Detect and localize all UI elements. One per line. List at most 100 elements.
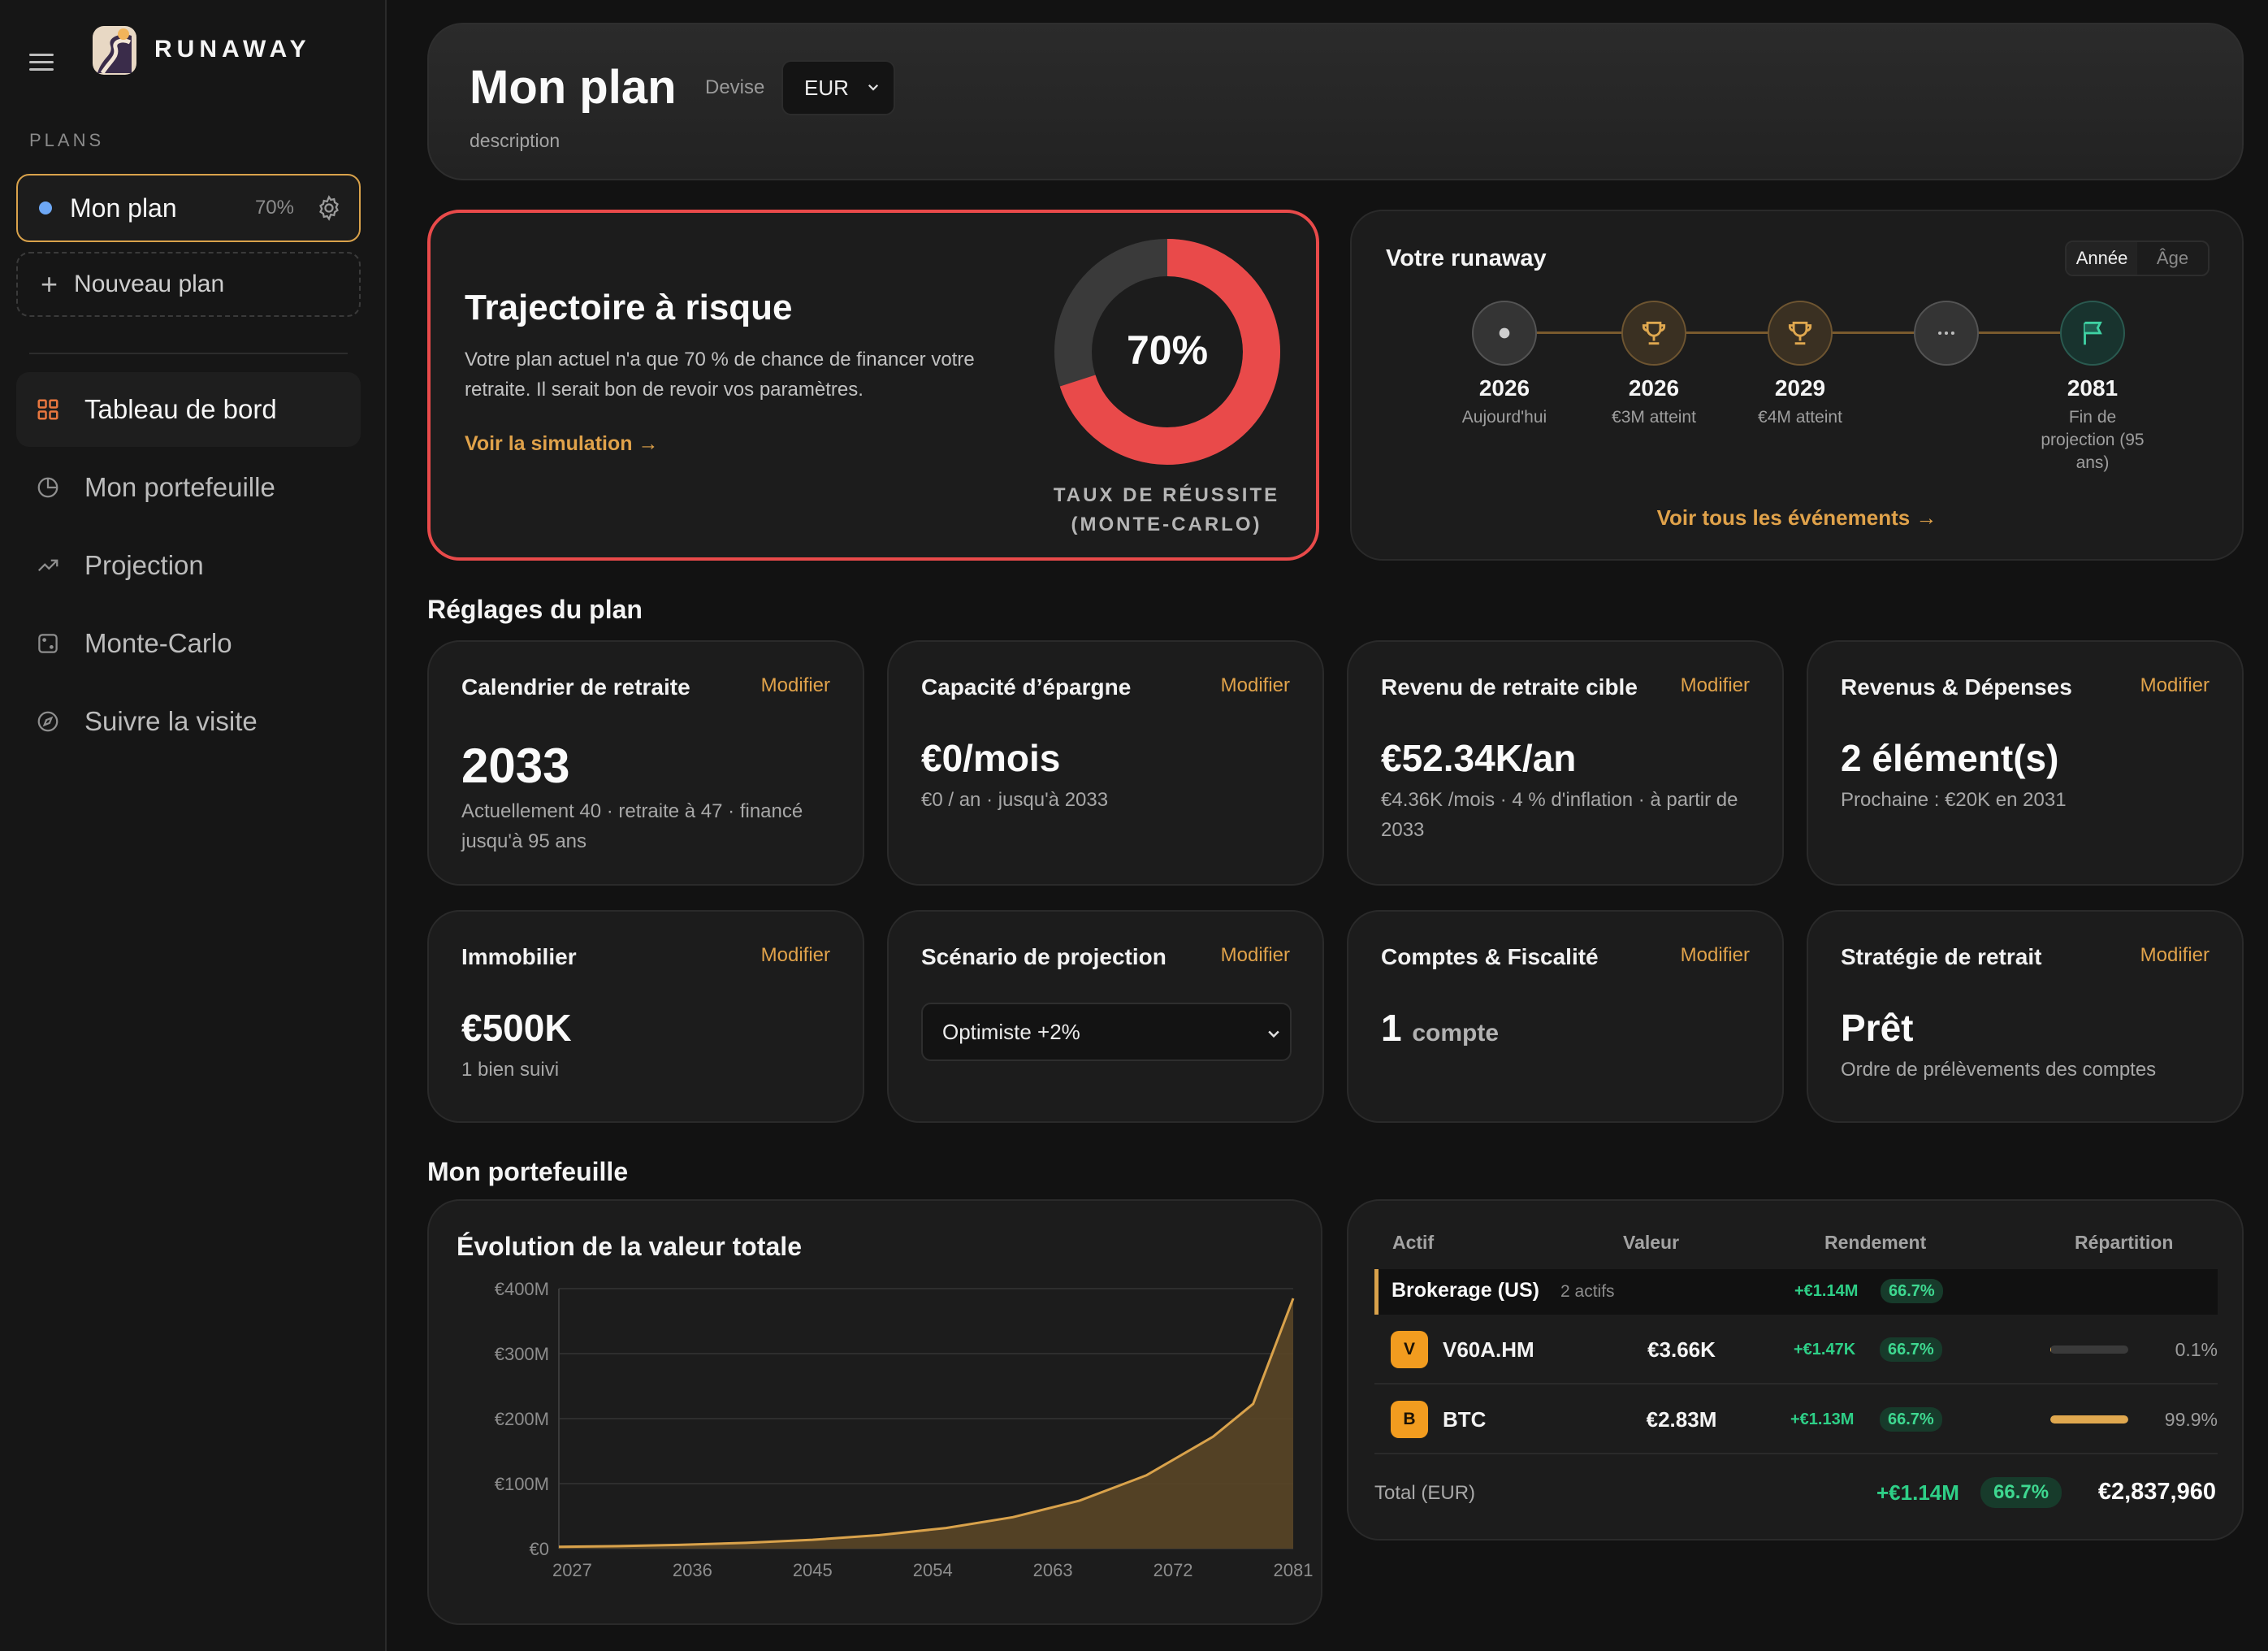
sidebar-item-label: Mon portefeuille <box>84 472 275 502</box>
card-value: Prêt <box>1841 1007 1914 1049</box>
scenario-select[interactable]: Optimiste +2% <box>921 1003 1292 1061</box>
currency-select[interactable]: EUR <box>781 60 895 115</box>
card-value: 1 <box>1381 1007 1402 1049</box>
allocation-percent: 0.1% <box>2175 1339 2218 1360</box>
table-row[interactable]: V V60A.HM €3.66K +€1.47K 66.7% 0.1% <box>1374 1315 2218 1384</box>
brand-name: RUNAWAY <box>154 36 311 63</box>
plan-status-dot <box>39 202 52 214</box>
y-tick-label: €400M <box>495 1279 549 1299</box>
gear-icon[interactable] <box>315 194 343 222</box>
flag-icon <box>2084 321 2102 345</box>
event-year: 2026 <box>1628 375 1680 401</box>
y-tick-label: €100M <box>495 1474 549 1494</box>
total-label: Total (EUR) <box>1374 1482 1476 1504</box>
y-tick-label: €300M <box>495 1344 549 1364</box>
page-header: Mon plan Devise EUR description <box>427 23 2244 180</box>
card-value: €500K <box>461 1007 572 1049</box>
account-group-row[interactable]: Brokerage (US) 2 actifs +€1.14M 66.7% <box>1374 1269 2218 1315</box>
card-title: Revenu de retraite cible <box>1381 674 1638 700</box>
dashboard-grid-icon <box>37 399 58 420</box>
chevron-down-icon <box>868 84 879 91</box>
modify-button[interactable]: Modifier <box>1220 944 1290 966</box>
asset-value: €3.66K <box>1647 1337 1716 1362</box>
trophy-icon <box>1788 321 1812 345</box>
toggle-year[interactable]: Année <box>2067 242 2137 275</box>
modify-button[interactable]: Modifier <box>1680 944 1750 966</box>
total-value: €2,837,960 <box>2097 1479 2216 1505</box>
column-header-asset[interactable]: Actif <box>1392 1232 1435 1253</box>
modify-button[interactable]: Modifier <box>760 674 830 696</box>
menu-icon[interactable] <box>29 54 54 72</box>
runway-title: Votre runaway <box>1386 245 1547 271</box>
x-tick-label: 2081 <box>1274 1560 1314 1580</box>
ellipsis-icon <box>1938 331 1954 336</box>
sidebar-item-label: Monte-Carlo <box>84 628 232 658</box>
modify-button[interactable]: Modifier <box>760 944 830 966</box>
plan-name: Mon plan <box>70 193 177 223</box>
sidebar-item-label: Suivre la visite <box>84 706 258 736</box>
card-value-wrapper: 1 compte <box>1381 1006 1499 1050</box>
sidebar-item-projection[interactable]: Projection <box>16 528 361 603</box>
event-label: €3M atteint <box>1612 408 1696 427</box>
card-title: Revenus & Dépenses <box>1841 674 2072 700</box>
timeline-node-4m[interactable] <box>1768 301 1833 366</box>
year-age-toggle: Année Âge <box>2065 240 2210 276</box>
timeline-node-more[interactable] <box>1914 301 1979 366</box>
y-tick-label: €200M <box>495 1409 549 1429</box>
gauge-arc <box>1054 239 1280 465</box>
y-tick-label: €0 <box>530 1539 549 1559</box>
card-value: €0/mois <box>921 737 1061 779</box>
gauge-label: TAUX DE RÉUSSITE (MONTE-CARLO) <box>1053 484 1280 535</box>
modify-button[interactable]: Modifier <box>1220 674 1290 696</box>
view-all-events-link[interactable]: Voir tous les événements → <box>1656 505 1937 530</box>
new-plan-button[interactable]: + Nouveau plan <box>16 252 361 317</box>
group-return-badge: 66.7% <box>1881 1279 1943 1303</box>
sidebar-item-dashboard[interactable]: Tableau de bord <box>16 372 361 447</box>
plan-percent: 70% <box>254 197 294 219</box>
event-year: 2081 <box>2067 375 2119 401</box>
card-title: Scénario de projection <box>921 944 1166 969</box>
toggle-age[interactable]: Âge <box>2156 248 2189 268</box>
asset-gain: +€1.13M <box>1790 1410 1855 1428</box>
modify-button[interactable]: Modifier <box>2140 674 2210 696</box>
timeline-node-today[interactable] <box>1472 301 1537 366</box>
column-header-allocation[interactable]: Répartition <box>2075 1232 2174 1253</box>
modify-button[interactable]: Modifier <box>2140 944 2210 966</box>
timeline-node-3m[interactable] <box>1621 301 1686 366</box>
total-value-chart: €0 €100M €200M €300M €400M 2027 2036 2045 2054 20… <box>495 1279 1314 1580</box>
compass-icon <box>37 711 58 732</box>
card-value: 2 élément(s) <box>1841 737 2059 779</box>
x-tick-label: 2036 <box>673 1560 712 1580</box>
modify-button[interactable]: Modifier <box>1680 674 1750 696</box>
table-row[interactable]: B BTC €2.83M +€1.13M 66.7% 99.9% <box>1374 1384 2218 1454</box>
column-header-return[interactable]: Rendement <box>1824 1232 1927 1253</box>
group-name: Brokerage (US) <box>1392 1279 1539 1302</box>
sidebar-item-portfolio[interactable]: Mon portefeuille <box>16 450 361 525</box>
settings-card-withdrawal-strategy: Stratégie de retrait Modifier Prêt Ordre… <box>1807 910 2244 1123</box>
view-simulation-link[interactable]: Voir la simulation → <box>465 432 659 455</box>
asset-badge: B <box>1391 1401 1428 1438</box>
plan-item-mon-plan[interactable]: Mon plan 70% <box>16 174 361 242</box>
sidebar-item-monte-carlo[interactable]: Monte-Carlo <box>16 606 361 681</box>
column-header-value[interactable]: Valeur <box>1623 1232 1680 1253</box>
allocation-bar <box>2050 1415 2128 1424</box>
trophy-icon <box>1642 321 1666 345</box>
timeline-event-end: 2081 Fin de projection (95 ans) <box>2019 375 2166 474</box>
card-title: Stratégie de retrait <box>1841 944 2042 969</box>
runway-card: Votre runaway Année Âge 2026 Aujourd'hui… <box>1350 210 2244 561</box>
group-count: 2 actifs <box>1560 1282 1615 1301</box>
asset-return-badge: 66.7% <box>1880 1337 1942 1362</box>
x-tick-label: 2063 <box>1033 1560 1073 1580</box>
card-title: Comptes & Fiscalité <box>1381 944 1599 969</box>
event-label: Fin de projection (95 ans) <box>2041 408 2145 472</box>
plans-section-label: PLANS <box>29 130 105 150</box>
settings-section-title: Réglages du plan <box>427 595 643 624</box>
asset-name: V60A.HM <box>1443 1337 1534 1362</box>
sidebar-item-tour[interactable]: Suivre la visite <box>16 684 361 759</box>
sidebar-divider <box>29 353 348 354</box>
timeline-node-end[interactable] <box>2060 301 2125 366</box>
timeline-event-3m: 2026 €3M atteint <box>1581 375 1727 429</box>
allocation-percent: 99.9% <box>2164 1409 2218 1430</box>
chevron-down-icon <box>1268 1030 1279 1038</box>
currency-value: EUR <box>804 75 849 100</box>
